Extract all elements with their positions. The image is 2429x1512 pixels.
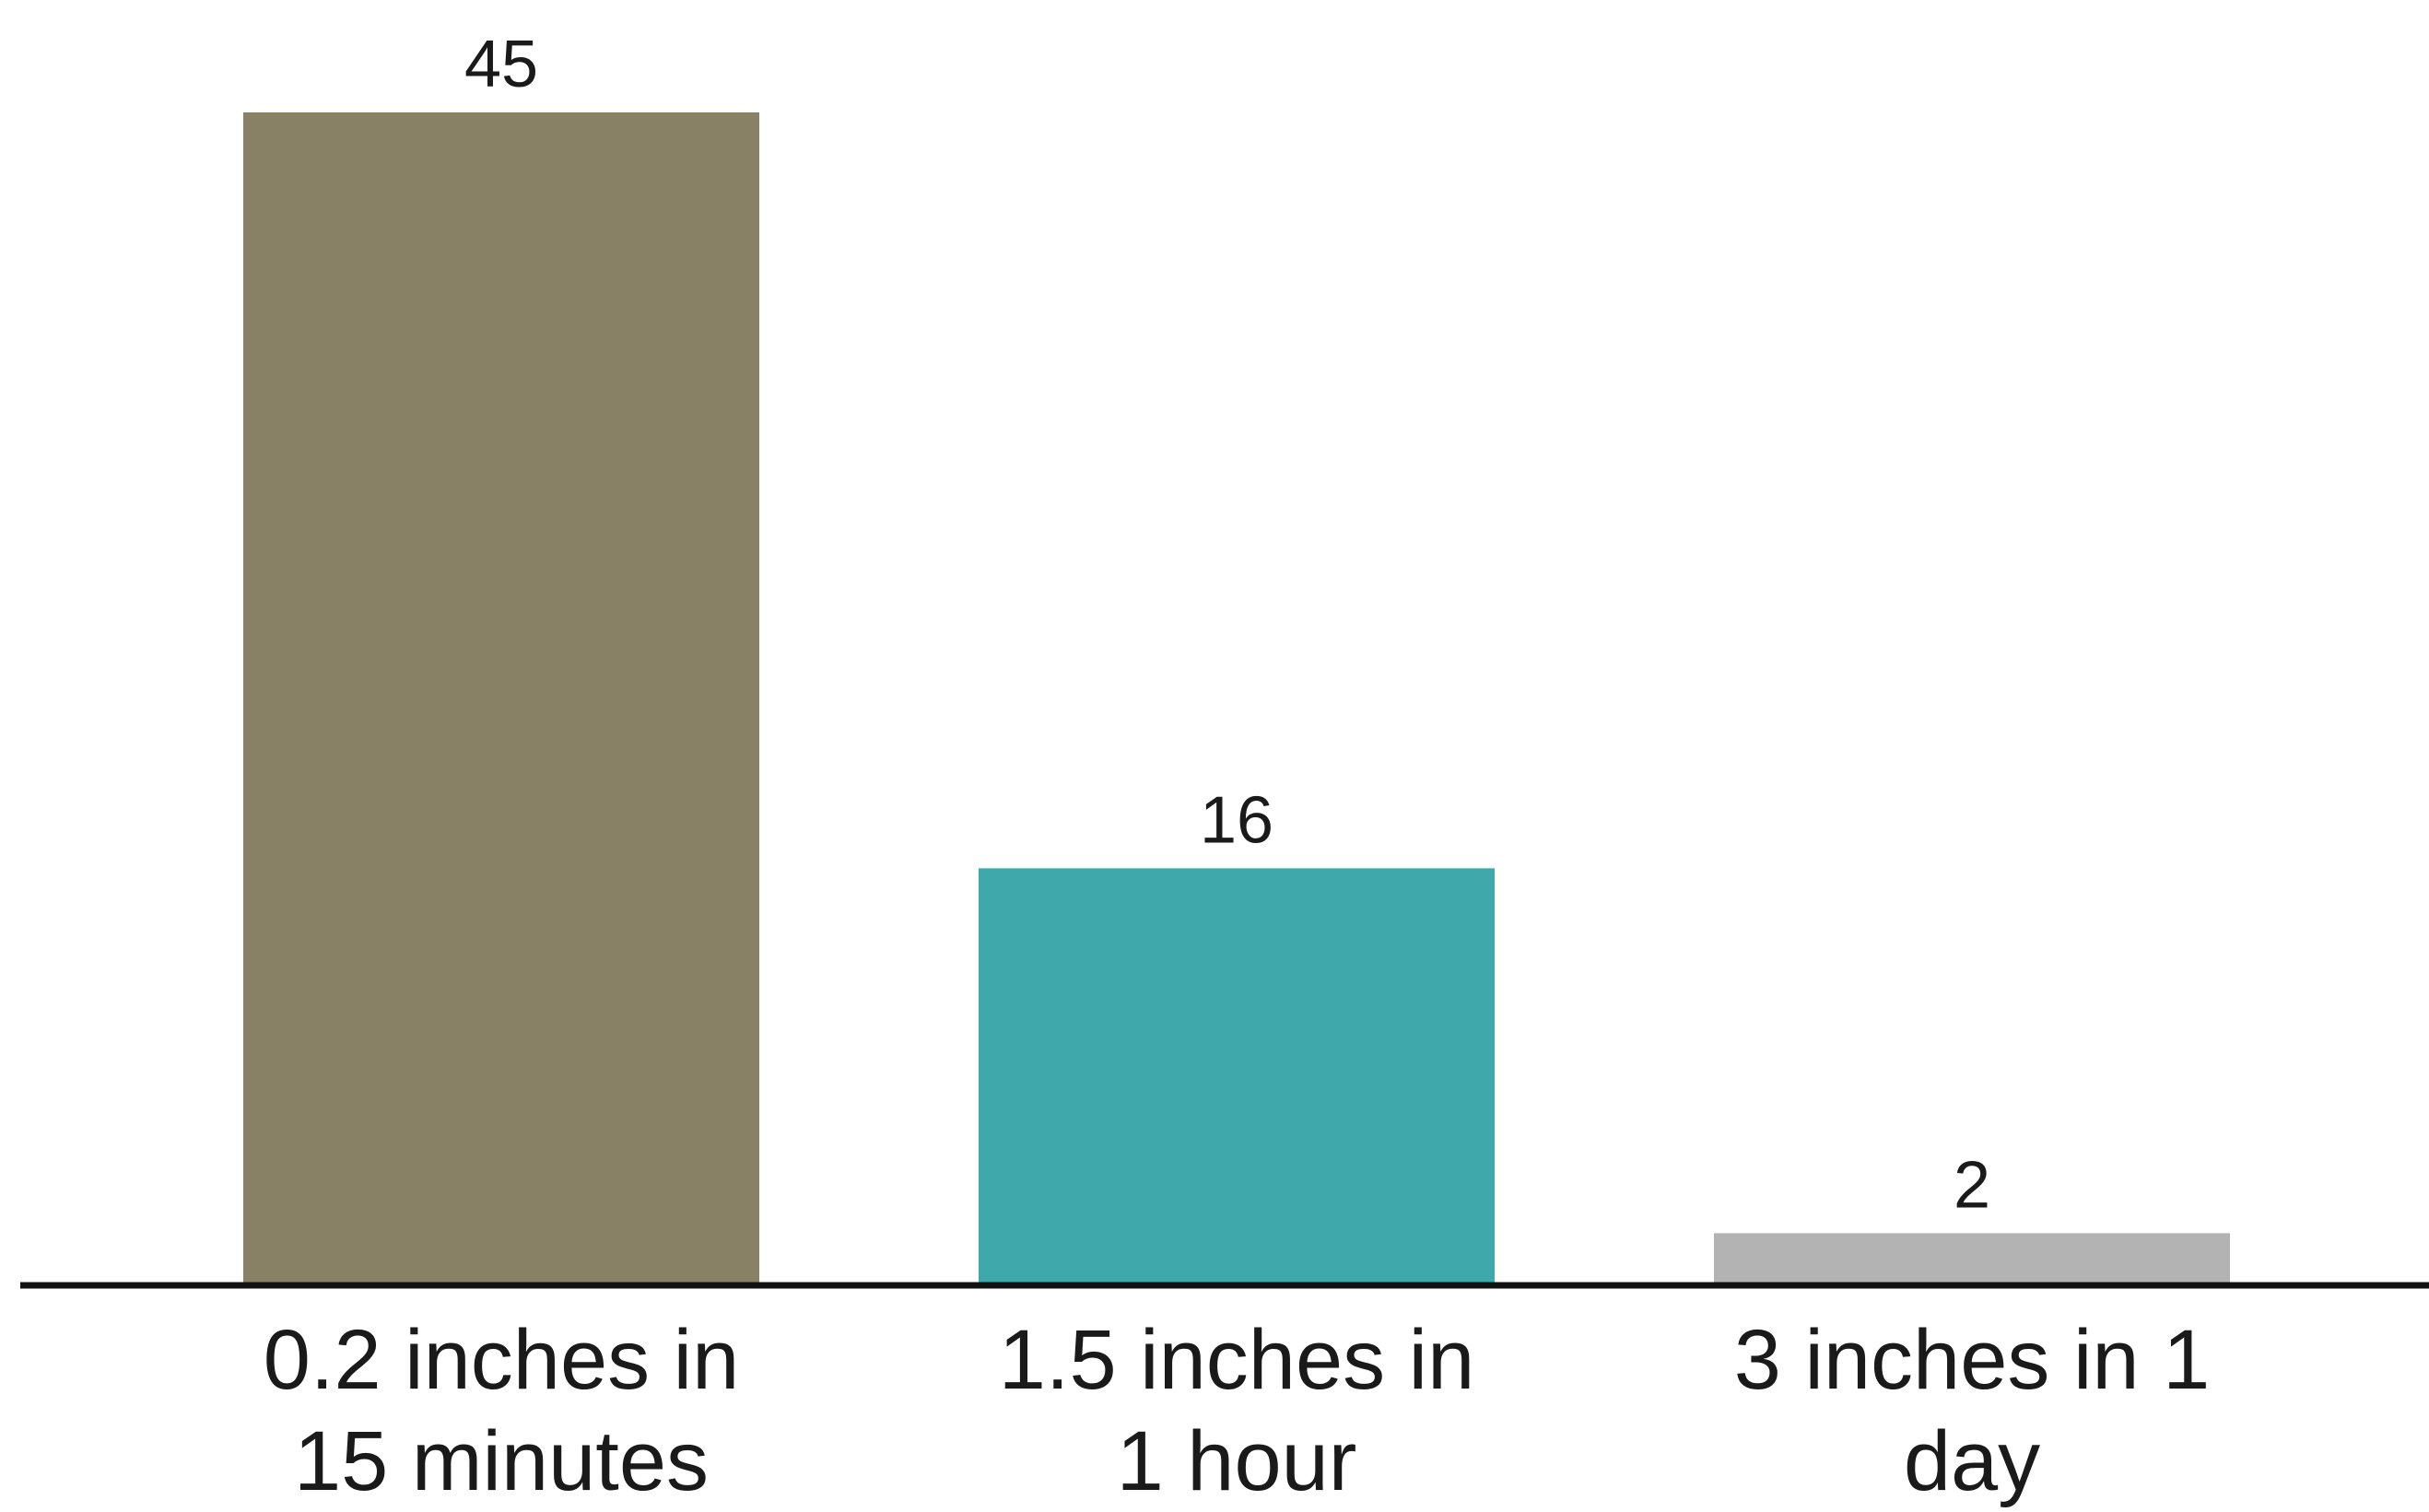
bar-value-label-2: 16 — [1200, 783, 1273, 857]
bar-2 — [979, 868, 1495, 1285]
category-label-line: 15 minutes — [294, 1414, 709, 1508]
bar-value-label-3: 2 — [1954, 1148, 1990, 1222]
category-label-line: 1 hour — [1117, 1414, 1357, 1508]
category-label-2: 1.5 inches in 1 hour — [999, 1313, 1475, 1508]
bars-group — [243, 112, 2230, 1285]
category-label-1: 0.2 inches in 15 minutes — [264, 1313, 740, 1508]
category-labels-group: 0.2 inches in 15 minutes 1.5 inches in 1 ho… — [264, 1313, 2211, 1508]
category-label-line: 0.2 inches in — [264, 1313, 740, 1407]
category-label-3: 3 inches in 1 day — [1734, 1313, 2211, 1508]
bar-3 — [1714, 1233, 2230, 1285]
bar-value-label-1: 45 — [464, 28, 538, 101]
category-label-line: 1.5 inches in — [999, 1313, 1475, 1407]
category-label-line: day — [1904, 1414, 2040, 1508]
bar-1 — [243, 112, 759, 1285]
category-label-line: 3 inches in 1 — [1734, 1313, 2211, 1407]
